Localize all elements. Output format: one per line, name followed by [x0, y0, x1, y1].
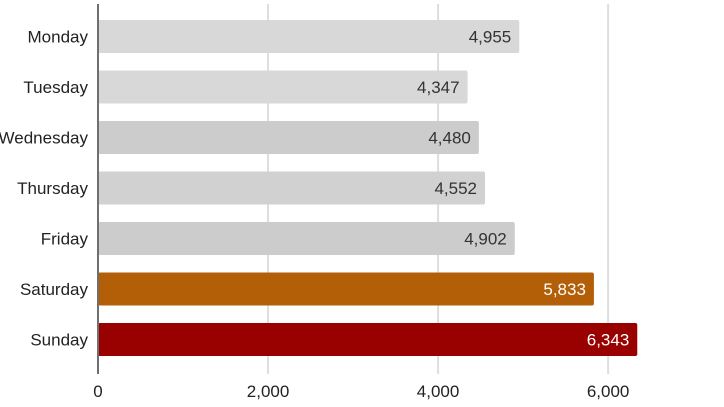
bars [98, 20, 638, 356]
category-label-sunday: Sunday [30, 331, 88, 350]
category-label-wednesday: Wednesday [0, 129, 88, 148]
bar-monday [98, 20, 520, 53]
value-label-tuesday: 4,347 [417, 78, 460, 97]
x-tick-label: 0 [93, 382, 102, 401]
value-label-thursday: 4,552 [434, 179, 477, 198]
category-labels: Monday Tuesday Wednesday Thursday Friday Satu… [0, 28, 88, 350]
value-label-friday: 4,902 [464, 230, 507, 249]
bar-thursday [98, 171, 486, 205]
category-label-friday: Friday [41, 230, 89, 249]
x-tick-label: 2,000 [247, 382, 290, 401]
bar-friday [98, 222, 515, 255]
category-label-monday: Monday [28, 28, 89, 47]
bar-tuesday [98, 70, 468, 104]
value-label-wednesday: 4,480 [428, 129, 471, 148]
category-label-saturday: Saturday [20, 280, 89, 299]
category-label-thursday: Thursday [17, 179, 88, 198]
value-label-sunday: 6,343 [587, 331, 630, 350]
value-labels: 4,955 4,347 4,480 4,552 4,902 5,833 6,343 [417, 28, 629, 350]
x-tick-label: 4,000 [417, 382, 460, 401]
value-label-monday: 4,955 [469, 28, 512, 47]
category-label-tuesday: Tuesday [23, 78, 88, 97]
x-tick-labels: 0 2,000 4,000 6,000 [93, 382, 629, 401]
bar-saturday [98, 272, 594, 306]
x-tick-label: 6,000 [587, 382, 630, 401]
bar-wednesday [98, 121, 479, 154]
value-label-saturday: 5,833 [543, 280, 586, 299]
bar-sunday [98, 323, 638, 356]
